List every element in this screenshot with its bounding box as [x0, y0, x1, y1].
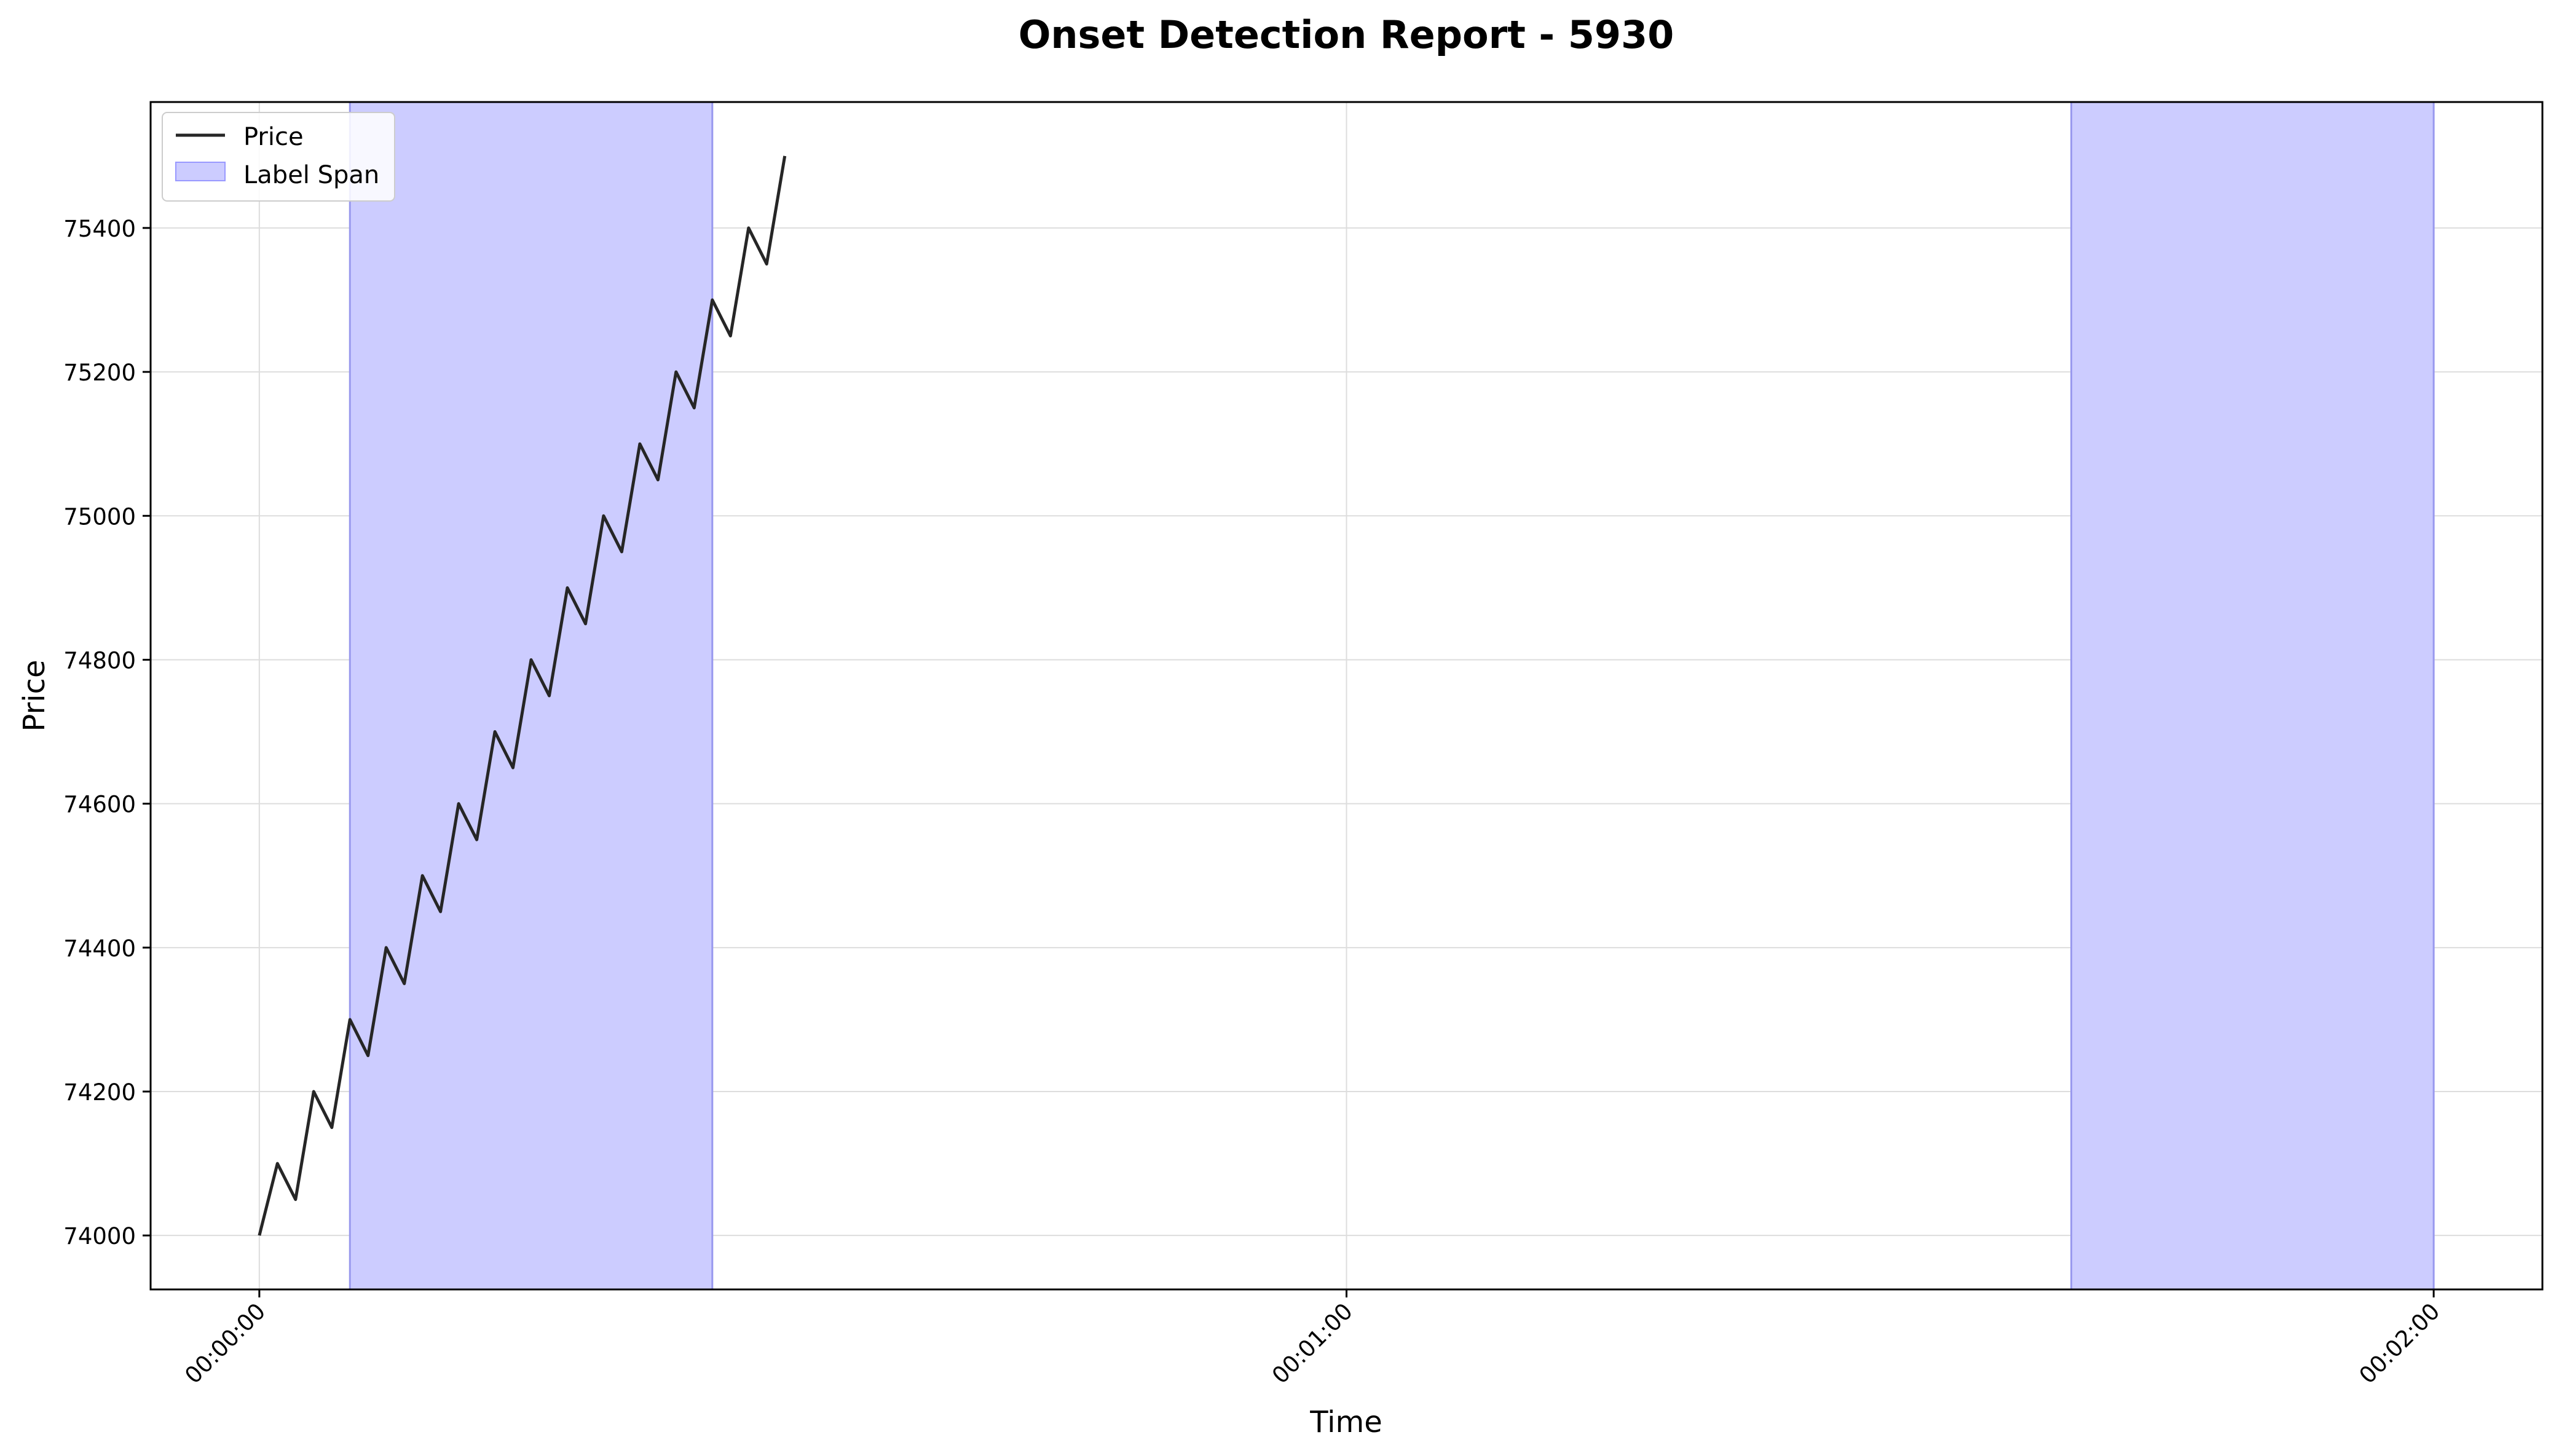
legend: Price Label Span — [162, 112, 395, 202]
y-tick-label: 74600 — [63, 792, 136, 818]
label-span-1 — [350, 102, 712, 1289]
y-tick-label: 75000 — [63, 503, 136, 530]
legend-label-label-span: Label Span — [243, 161, 379, 189]
series-line-price — [258, 155, 787, 1236]
plot-area — [149, 101, 2544, 1291]
y-tick-label: 74000 — [63, 1223, 136, 1249]
label-span-2 — [2071, 102, 2434, 1289]
y-tick-label: 74200 — [63, 1079, 136, 1106]
y-tick-label: 74800 — [63, 647, 136, 674]
chart-title: Onset Detection Report - 5930 — [1019, 12, 1674, 57]
series — [258, 155, 787, 1236]
label-spans — [349, 102, 2435, 1289]
x-axis-label: Time — [1309, 1405, 1382, 1439]
y-tick-label: 75400 — [63, 216, 136, 242]
legend-label-price: Price — [243, 123, 304, 151]
y-tick-label: 74400 — [63, 935, 136, 962]
legend-label-span-patch — [175, 162, 226, 181]
y-axis-label: Price — [17, 659, 52, 731]
y-tick-label: 75200 — [63, 360, 136, 386]
y-axis: 74000 74200 74400 74600 74800 75000 75200 75400 — [63, 216, 151, 1249]
